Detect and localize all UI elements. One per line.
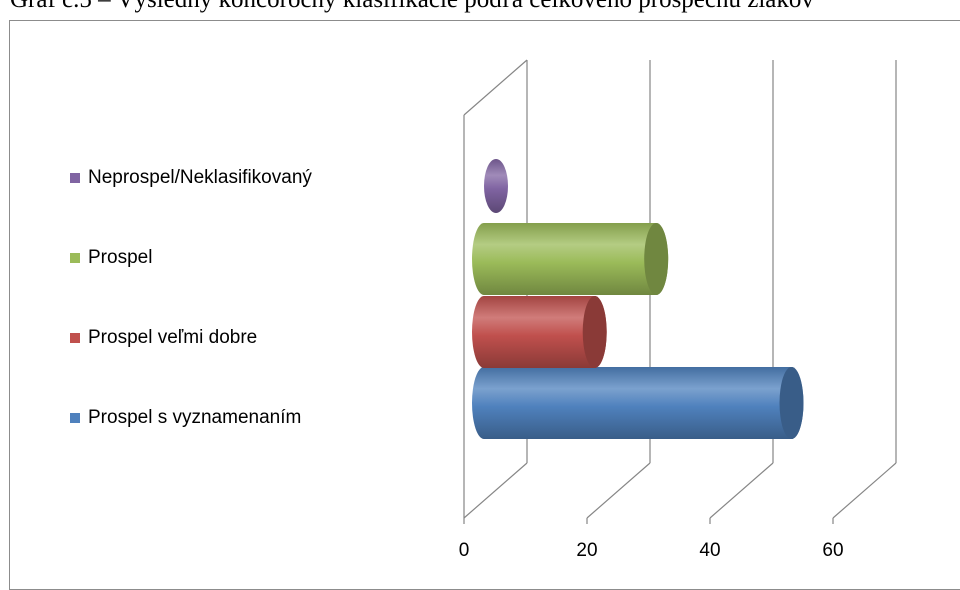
legend-label-prospel: Prospel <box>88 247 153 268</box>
gridline-floor-20 <box>586 462 651 519</box>
bar-2 <box>472 223 669 295</box>
gridline-floor-40 <box>709 462 774 519</box>
bar-1 <box>472 296 607 368</box>
legend-swatch-prospel-s-vyznamenanim <box>70 413 80 423</box>
gridline-floor-0 <box>463 462 528 519</box>
legend-item-prospel: Prospel <box>70 246 152 270</box>
legend-item-prospel-velmi-dobre: Prospel veľmi dobre <box>70 326 257 350</box>
bar-body-1 <box>472 296 607 368</box>
legend: Neprospel/Neklasifikovaný Prospel Prospe… <box>70 162 410 442</box>
gridline-floor-60 <box>832 462 897 519</box>
legend-swatch-neprospel <box>70 173 80 183</box>
x-tick-label-20: 20 <box>576 540 597 561</box>
legend-label-prospel-velmi-dobre: Prospel veľmi dobre <box>88 327 258 348</box>
legend-item-prospel-s-vyznamenanim: Prospel s vyznamenaním <box>70 406 301 430</box>
bar-cap-2 <box>644 223 669 295</box>
legend-swatch-prospel-velmi-dobre <box>70 333 80 343</box>
legend-swatch-prospel <box>70 253 80 263</box>
legend-item-neprospel: Neprospel/Neklasifikovaný <box>70 166 312 190</box>
legend-label-neprospel: Neprospel/Neklasifikovaný <box>88 167 312 188</box>
plot-area: 0 20 40 60 <box>459 59 897 561</box>
bar-cap-0 <box>779 367 804 439</box>
x-tick-label-60: 60 <box>822 540 843 561</box>
legend-label-prospel-s-vyznamenanim: Prospel s vyznamenaním <box>88 407 302 428</box>
bar-3 <box>484 159 508 213</box>
bar-body-0 <box>472 367 804 439</box>
x-tick-label-0: 0 <box>459 540 470 561</box>
bar-cap-1 <box>582 296 607 368</box>
side-wall-top <box>463 59 528 116</box>
x-tick-label-40: 40 <box>699 540 720 561</box>
bar-body-2 <box>472 223 669 295</box>
chart-caption: Graf č.5 – Výsledný koncoročný klasifiká… <box>10 0 960 16</box>
bar-0 <box>472 367 804 439</box>
bar-cap-3 <box>484 159 508 213</box>
